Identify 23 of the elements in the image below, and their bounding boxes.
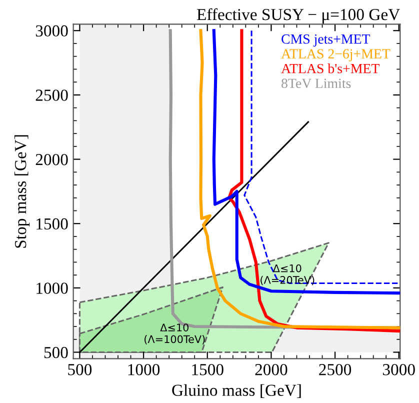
y-tick-label: 3000 [36,25,68,37]
text: 8TeV Limits [282,78,351,88]
chart-title: Effective SUSY − μ=100 GeV [196,8,400,24]
x-tick-label: 2000 [255,364,288,376]
x-tick-label: 1500 [192,364,224,376]
annotation: Δ≤10 (Λ=100TeV) [144,324,205,344]
y-tick-label: 2500 [36,90,68,101]
x-tick-label: 3000 [383,364,415,376]
x-tick-label: 500 [68,364,92,376]
x-axis-title: Gluino mass [GeV] [172,384,301,398]
text: ATLAS 2−6j+MET [281,49,390,62]
y-tick-label: 1000 [36,282,68,294]
y-tick-label: 500 [44,346,68,358]
y-axis-title: Stop mass [GeV] [14,135,30,248]
x-tick-label: 2500 [319,364,352,376]
text: CMS jets+MET [282,34,370,47]
x-tick-label: 1000 [128,364,160,376]
text: ATLAS b's+MET [281,64,380,74]
line-series [212,29,400,295]
line-series [244,30,400,284]
y-tick-label: 1500 [36,218,68,230]
y-tick-label: 2000 [36,154,68,166]
annotation: Δ≤10 (Λ=20TeV) [260,264,314,286]
